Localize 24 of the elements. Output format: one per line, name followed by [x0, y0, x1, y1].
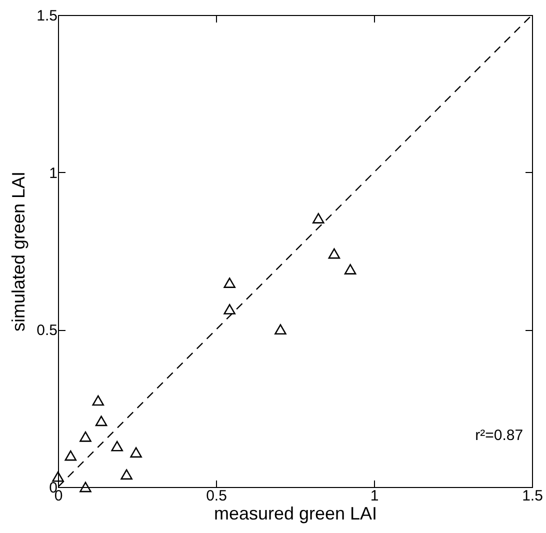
x-tick-label: 1 [370, 488, 379, 504]
point [64, 450, 77, 461]
point [344, 264, 356, 274]
point [80, 482, 92, 492]
point [312, 213, 324, 224]
point [274, 324, 286, 335]
point [95, 416, 108, 426]
point [130, 447, 142, 458]
point [224, 304, 236, 314]
y-tick-label: 1 [49, 164, 58, 182]
point [120, 469, 132, 480]
annotation: r²=0.87 [475, 427, 524, 444]
y-tick-label: 0.5 [36, 322, 58, 340]
y-tick-label: 1.5 [36, 8, 58, 24]
x-axis-title: measured green LAI [214, 504, 378, 524]
y-axis-title: simulated green LAI [8, 171, 29, 332]
point [52, 471, 64, 482]
point [111, 440, 123, 452]
point [224, 278, 236, 288]
x-tick-label: 0.5 [206, 488, 227, 504]
x-tick-label: 1.5 [522, 488, 543, 504]
point [92, 395, 104, 406]
point [80, 431, 92, 442]
point [328, 248, 340, 259]
